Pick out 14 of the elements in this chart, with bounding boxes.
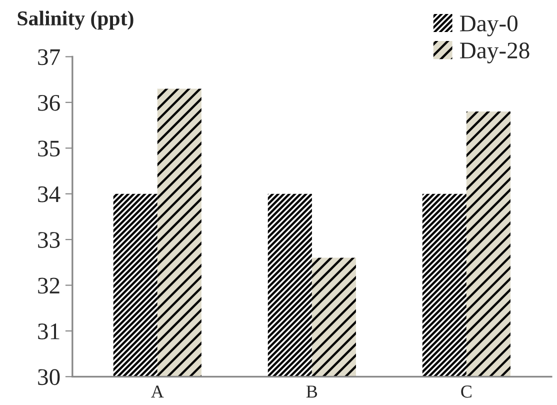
y-tick-label: 35	[38, 140, 60, 157]
legend-label: Day-28	[460, 42, 530, 64]
x-tick-label: A	[151, 386, 164, 398]
y-tick-label: 32	[38, 278, 60, 294]
y-tick-label: 30	[38, 369, 60, 386]
chart-title: Salinity (ppt)	[18, 10, 134, 30]
legend-label: Day-0	[460, 15, 518, 36]
y-tick-label: 37	[38, 49, 60, 66]
y-tick-label: 34	[38, 186, 60, 202]
x-tick-label: B	[306, 386, 318, 398]
x-tick-label: C	[461, 386, 472, 398]
y-tick-label: 33	[38, 232, 60, 248]
y-tick-label: 31	[38, 324, 60, 340]
y-tick-label: 36	[38, 94, 60, 111]
